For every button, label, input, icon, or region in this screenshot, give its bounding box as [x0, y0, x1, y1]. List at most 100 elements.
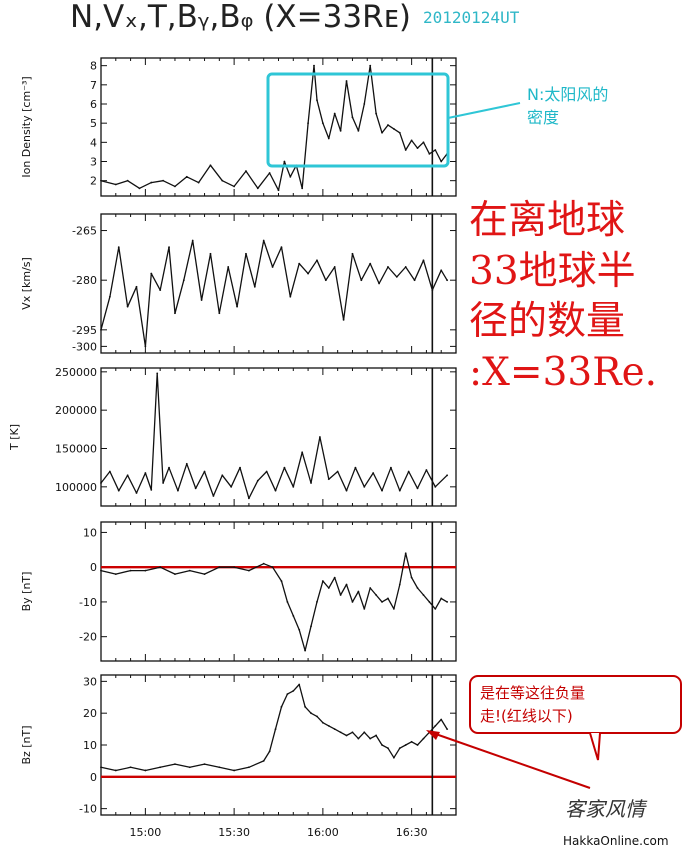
data-point-temp	[144, 472, 147, 474]
data-point-bz	[144, 769, 147, 772]
data-point-by	[428, 601, 431, 603]
cyan-note-line2: 密度	[527, 108, 559, 127]
data-point-bz	[434, 725, 437, 727]
data-point-bz	[292, 690, 295, 692]
x-tick-label: 15:30	[218, 826, 250, 839]
data-point-by	[345, 583, 348, 586]
data-point-density	[428, 152, 431, 155]
data-point-bz	[310, 712, 312, 715]
data-point-temp	[319, 436, 321, 438]
data-point-density	[339, 129, 342, 132]
data-point-bz	[159, 766, 162, 769]
data-point-density	[363, 103, 366, 105]
data-point-by	[203, 573, 206, 576]
data-point-bz	[440, 718, 443, 721]
data-point-by	[363, 607, 366, 610]
data-point-bz	[357, 737, 360, 740]
data-point-temp	[203, 470, 206, 473]
data-point-by	[144, 569, 147, 572]
panel-frame-vx	[100, 213, 457, 354]
y-tick-label-density: 6	[90, 98, 97, 111]
data-point-by	[286, 601, 289, 603]
data-point-by	[410, 576, 413, 579]
signature: 客家风情	[565, 797, 648, 821]
data-point-bz	[274, 728, 277, 730]
data-point-by	[248, 569, 250, 572]
data-point-density	[369, 64, 372, 67]
callout-arrow	[429, 731, 591, 789]
data-point-vx	[333, 266, 336, 268]
data-point-by	[434, 607, 437, 610]
data-point-vx	[253, 285, 256, 288]
data-point-bz	[363, 731, 366, 734]
data-point-density	[345, 80, 348, 82]
data-point-bz	[286, 693, 289, 695]
data-point-temp	[407, 470, 410, 473]
y-tick-label-temp: 200000	[55, 404, 97, 417]
data-point-bz	[422, 737, 425, 740]
data-point-bz	[248, 766, 250, 769]
data-point-temp	[221, 474, 224, 477]
data-point-by	[233, 566, 236, 569]
data-point-bz	[416, 744, 419, 746]
data-point-density	[434, 149, 437, 151]
data-point-density	[416, 147, 419, 149]
data-point-temp	[256, 479, 259, 482]
data-point-density	[307, 122, 309, 125]
highlight-connector	[447, 102, 521, 119]
data-point-vx	[236, 305, 238, 308]
series-line-density	[100, 65, 448, 191]
data-point-vx	[271, 266, 274, 268]
data-point-vx	[280, 246, 283, 248]
data-point-temp	[248, 497, 250, 500]
data-point-by	[114, 573, 117, 576]
data-point-temp	[310, 482, 312, 484]
data-point-temp	[126, 474, 129, 477]
data-point-bz	[404, 744, 407, 746]
data-point-temp	[446, 474, 449, 477]
data-point-vx	[168, 246, 170, 248]
y-axis-label-by: By [nT]	[20, 572, 33, 612]
data-point-by	[351, 601, 354, 603]
data-point-bz	[351, 731, 354, 734]
data-point-density	[316, 99, 318, 102]
data-point-bz	[327, 725, 330, 727]
data-point-by	[404, 552, 407, 555]
density-highlight-box	[266, 72, 450, 168]
data-point-by	[304, 649, 307, 652]
y-axis-label-bz: Bz [nT]	[20, 725, 33, 764]
data-point-bz	[280, 705, 283, 708]
data-point-vx	[369, 262, 372, 265]
data-point-density	[321, 122, 324, 125]
data-point-vx	[342, 319, 345, 321]
data-point-vx	[422, 259, 425, 262]
y-tick-label-density: 3	[90, 156, 97, 169]
red-note-line3: 径的数量	[469, 299, 625, 344]
data-point-temp	[108, 470, 111, 473]
data-point-temp	[336, 470, 339, 473]
data-point-bz	[410, 740, 413, 743]
data-point-by	[392, 607, 395, 610]
y-tick-label-bz: 20	[83, 707, 97, 720]
data-point-temp	[168, 466, 170, 469]
data-point-density	[197, 181, 200, 184]
data-point-bz	[369, 737, 372, 740]
data-point-vx	[108, 295, 111, 298]
data-point-density	[440, 160, 443, 163]
callout-line1: 是在等这往负量	[480, 684, 585, 702]
y-axis-label-temp: T [K]	[8, 424, 21, 451]
data-point-temp	[135, 492, 138, 494]
data-point-bz	[298, 683, 301, 686]
data-point-by	[280, 580, 283, 582]
cyan-note-line1: N:太阳风的	[527, 85, 608, 104]
data-point-density	[404, 149, 407, 151]
data-point-by	[262, 562, 265, 565]
data-point-density	[283, 160, 286, 163]
data-point-vx	[191, 239, 194, 242]
data-point-bz	[262, 760, 265, 762]
y-tick-label-by: -20	[79, 631, 97, 644]
data-point-temp	[274, 489, 277, 492]
data-point-vx	[404, 266, 407, 268]
y-axis-label-density: Ion Density [cm⁻³]	[20, 76, 33, 177]
data-point-temp	[416, 487, 419, 490]
